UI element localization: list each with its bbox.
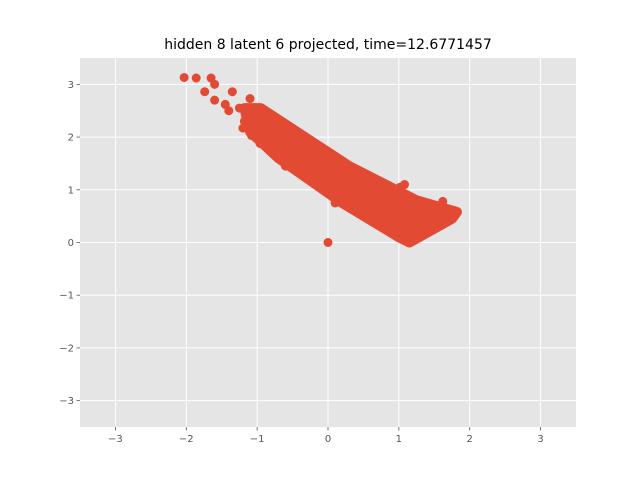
data-point	[264, 129, 274, 139]
data-point	[383, 198, 393, 208]
data-point	[355, 206, 365, 216]
data-point	[210, 79, 220, 89]
data-point	[404, 209, 414, 219]
x-tick-label: 3	[537, 434, 543, 445]
data-point	[390, 206, 400, 216]
data-point	[191, 73, 201, 83]
data-point	[415, 214, 425, 224]
data-point	[373, 193, 383, 203]
data-point	[408, 232, 418, 242]
data-point	[314, 156, 324, 166]
data-point	[369, 216, 379, 226]
data-point	[234, 103, 244, 113]
data-point	[438, 196, 448, 206]
data-point	[408, 195, 418, 205]
data-point	[334, 169, 344, 179]
data-point	[330, 156, 340, 166]
data-point	[284, 129, 294, 139]
x-tick-label: 2	[467, 434, 473, 445]
data-point	[376, 203, 386, 213]
data-point	[436, 209, 446, 219]
x-tick-label: −3	[108, 434, 123, 445]
chart-title: hidden 8 latent 6 projected, time=12.677…	[164, 37, 492, 53]
data-point	[200, 87, 210, 97]
data-point	[380, 211, 390, 221]
data-point	[371, 176, 381, 186]
data-point	[238, 123, 248, 133]
data-point	[361, 201, 371, 211]
data-point	[310, 174, 320, 184]
data-points	[179, 73, 462, 248]
data-point	[306, 143, 316, 153]
data-point	[362, 180, 372, 190]
data-point	[210, 95, 220, 105]
data-point	[246, 130, 256, 140]
data-point	[319, 185, 329, 195]
data-point	[245, 94, 255, 104]
x-tick-label: 0	[325, 434, 331, 445]
data-point	[239, 116, 249, 126]
data-point	[273, 153, 283, 163]
data-point	[390, 230, 400, 240]
data-point	[245, 122, 255, 132]
data-point	[265, 143, 275, 153]
data-point	[421, 206, 431, 216]
y-tick-label: 0	[68, 238, 74, 249]
data-point	[351, 166, 361, 176]
y-tick-label: −1	[59, 291, 74, 302]
data-point	[337, 190, 347, 200]
data-point	[353, 180, 363, 190]
data-point	[316, 169, 326, 179]
y-tick-label: 1	[68, 185, 74, 196]
data-point	[340, 177, 350, 187]
x-axis-ticks: −3 −2 −1 0 1 2 3	[108, 427, 544, 445]
data-point	[344, 164, 354, 174]
y-tick-label: 3	[68, 80, 74, 91]
data-point	[401, 235, 411, 245]
data-point	[383, 187, 393, 197]
data-point	[330, 198, 340, 208]
y-tick-label: −3	[59, 396, 74, 407]
data-point	[346, 195, 356, 205]
data-point	[265, 113, 275, 123]
data-point	[323, 238, 333, 247]
data-point	[376, 185, 386, 195]
data-point	[433, 215, 443, 225]
data-point	[227, 87, 237, 97]
data-point	[394, 222, 404, 232]
data-point	[400, 180, 410, 190]
data-point	[451, 209, 461, 219]
x-tick-label: 1	[396, 434, 402, 445]
data-point	[255, 112, 265, 122]
y-tick-label: −2	[59, 343, 74, 354]
data-point	[288, 148, 298, 158]
data-point	[289, 137, 299, 147]
data-point	[312, 148, 322, 158]
data-point	[280, 161, 290, 171]
data-point	[279, 119, 289, 129]
data-point	[358, 191, 368, 201]
data-point	[323, 161, 333, 171]
x-tick-label: −1	[250, 434, 265, 445]
data-point	[224, 106, 234, 116]
data-point	[330, 182, 340, 192]
data-point	[412, 222, 422, 232]
data-point	[280, 140, 290, 150]
data-point	[255, 138, 265, 148]
data-point	[179, 73, 189, 83]
data-point	[298, 158, 308, 168]
data-point	[327, 174, 337, 184]
data-point	[296, 147, 306, 157]
data-point	[348, 186, 358, 196]
x-tick-label: −2	[179, 434, 194, 445]
data-point	[387, 214, 397, 224]
data-point	[422, 222, 432, 232]
data-point	[254, 103, 264, 113]
y-tick-label: 2	[68, 133, 74, 144]
y-axis-ticks: −3 −2 −1 0 1 2 3	[59, 80, 80, 407]
data-point	[320, 151, 330, 161]
data-point	[302, 172, 312, 182]
